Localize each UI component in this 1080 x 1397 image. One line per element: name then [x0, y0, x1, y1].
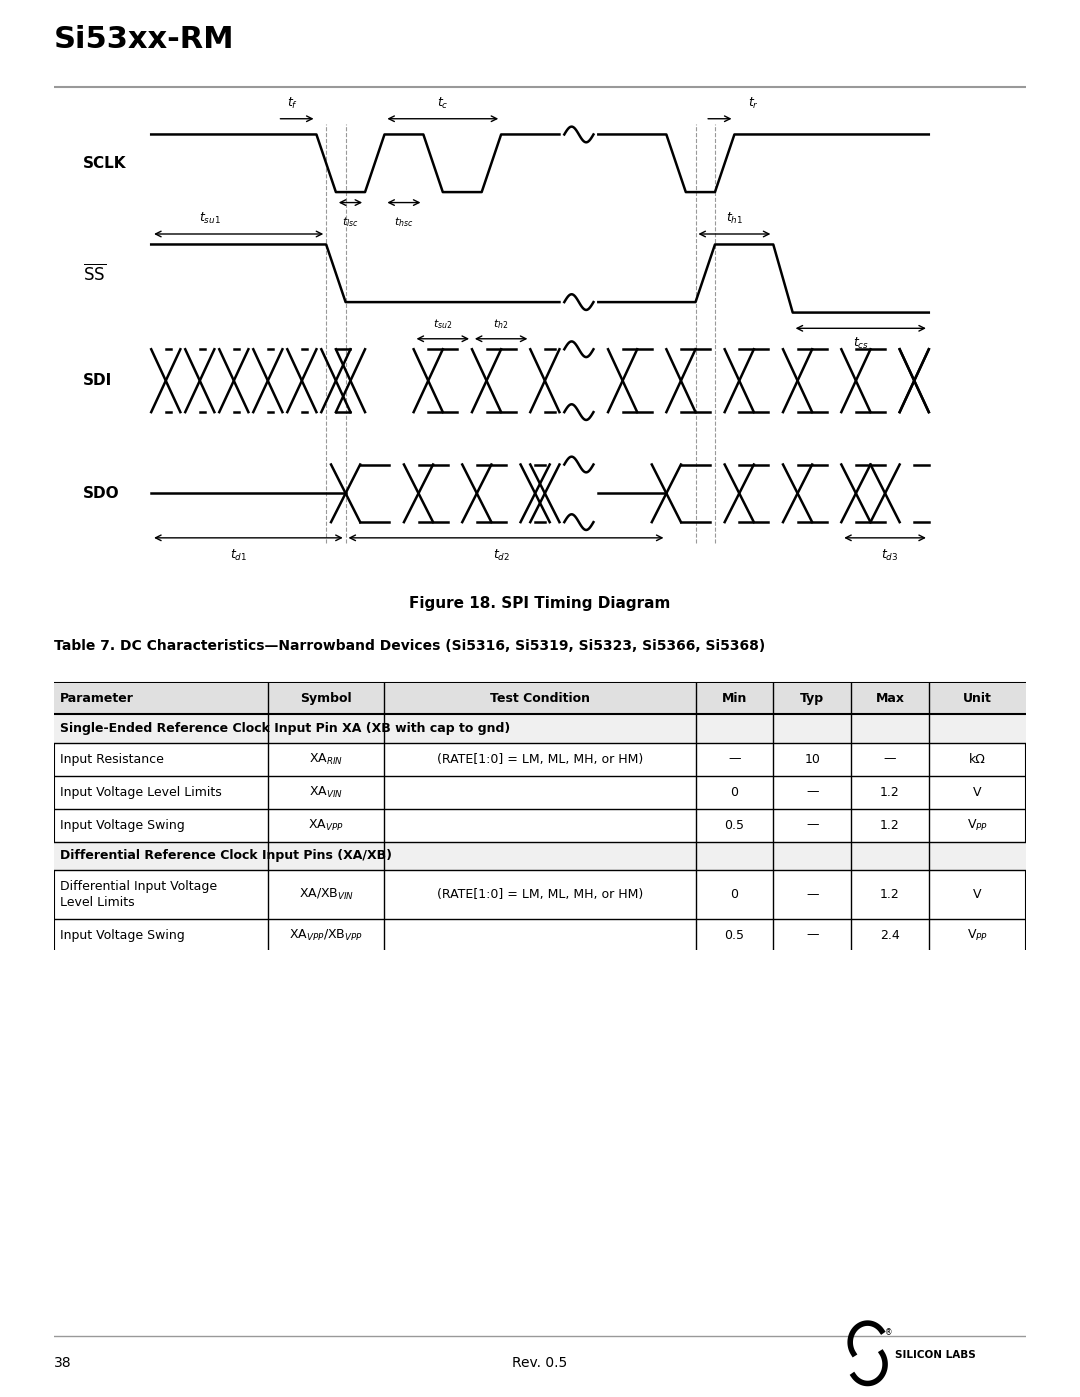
- Text: 2.4: 2.4: [880, 929, 900, 942]
- Text: $t_{h2}$: $t_{h2}$: [494, 317, 509, 331]
- Text: ®: ®: [885, 1329, 892, 1337]
- Text: Table 7. DC Characteristics—Narrowband Devices (Si5316, Si5319, Si5323, Si5366, : Table 7. DC Characteristics—Narrowband D…: [54, 638, 766, 652]
- Text: Figure 18. SPI Timing Diagram: Figure 18. SPI Timing Diagram: [409, 597, 671, 612]
- Text: —: —: [806, 785, 819, 799]
- Text: $t_f$: $t_f$: [286, 96, 298, 110]
- Text: 0: 0: [730, 887, 739, 901]
- Text: —: —: [883, 753, 896, 766]
- Text: (RATE[1:0] = LM, ML, MH, or HM): (RATE[1:0] = LM, ML, MH, or HM): [437, 887, 643, 901]
- Text: (RATE[1:0] = LM, ML, MH, or HM): (RATE[1:0] = LM, ML, MH, or HM): [437, 753, 643, 766]
- Text: $t_c$: $t_c$: [437, 96, 448, 110]
- Text: —: —: [806, 887, 819, 901]
- Text: $t_{d2}$: $t_{d2}$: [492, 549, 510, 563]
- Text: XA$_{VIN}$: XA$_{VIN}$: [309, 785, 343, 799]
- Text: $t_{su1}$: $t_{su1}$: [199, 211, 220, 226]
- Text: kΩ: kΩ: [969, 753, 986, 766]
- Text: Si53xx-RM: Si53xx-RM: [54, 25, 234, 54]
- Text: $t_{lsc}$: $t_{lsc}$: [342, 215, 359, 229]
- Text: $t_{d3}$: $t_{d3}$: [881, 549, 899, 563]
- Text: $\overline{\mathrm{SS}}$: $\overline{\mathrm{SS}}$: [83, 263, 106, 284]
- Text: XA$_{VPP}$/XB$_{VPP}$: XA$_{VPP}$/XB$_{VPP}$: [289, 928, 363, 943]
- Text: Test Condition: Test Condition: [490, 692, 590, 705]
- Text: Symbol: Symbol: [300, 692, 352, 705]
- Text: Max: Max: [876, 692, 904, 705]
- Text: Input Voltage Level Limits: Input Voltage Level Limits: [59, 785, 221, 799]
- Bar: [54, 714, 1026, 743]
- Text: Input Resistance: Input Resistance: [59, 753, 164, 766]
- Text: $t_{su2}$: $t_{su2}$: [433, 317, 453, 331]
- Bar: [54, 683, 1026, 714]
- Text: V: V: [973, 785, 982, 799]
- Text: Min: Min: [721, 692, 747, 705]
- Bar: [54, 841, 1026, 870]
- Text: SILICON LABS: SILICON LABS: [895, 1351, 976, 1361]
- Text: Rev. 0.5: Rev. 0.5: [512, 1356, 568, 1370]
- Text: Single-Ended Reference Clock Input Pin XA (XB with cap to gnd): Single-Ended Reference Clock Input Pin X…: [59, 722, 510, 735]
- Text: 10: 10: [805, 753, 820, 766]
- Text: Input Voltage Swing: Input Voltage Swing: [59, 819, 185, 831]
- Text: 1.2: 1.2: [880, 819, 900, 831]
- Text: XA/XB$_{VIN}$: XA/XB$_{VIN}$: [298, 887, 354, 901]
- Text: 1.2: 1.2: [880, 785, 900, 799]
- Text: V$_{PP}$: V$_{PP}$: [967, 928, 988, 943]
- Text: —: —: [728, 753, 741, 766]
- Text: Differential Input Voltage
Level Limits: Differential Input Voltage Level Limits: [59, 880, 217, 908]
- Text: —: —: [806, 929, 819, 942]
- Text: 0: 0: [730, 785, 739, 799]
- Text: Typ: Typ: [800, 692, 824, 705]
- Text: Parameter: Parameter: [59, 692, 134, 705]
- Text: SDI: SDI: [83, 373, 112, 388]
- Text: Input Voltage Swing: Input Voltage Swing: [59, 929, 185, 942]
- Text: $t_{hsc}$: $t_{hsc}$: [394, 215, 414, 229]
- Text: SCLK: SCLK: [83, 156, 126, 170]
- Text: Unit: Unit: [963, 692, 991, 705]
- Text: $t_r$: $t_r$: [748, 96, 759, 110]
- Text: 1.2: 1.2: [880, 887, 900, 901]
- Text: 0.5: 0.5: [725, 929, 744, 942]
- Text: 38: 38: [54, 1356, 71, 1370]
- Text: SDO: SDO: [83, 486, 120, 500]
- Text: V$_{PP}$: V$_{PP}$: [967, 817, 988, 833]
- Text: XA$_{VPP}$: XA$_{VPP}$: [308, 817, 345, 833]
- Bar: [54, 683, 1026, 951]
- Text: —: —: [806, 819, 819, 831]
- Text: $t_{d1}$: $t_{d1}$: [230, 549, 247, 563]
- Text: $t_{cs}$: $t_{cs}$: [853, 337, 868, 351]
- Text: Differential Reference Clock Input Pins (XA/XB): Differential Reference Clock Input Pins …: [59, 849, 392, 862]
- Text: V: V: [973, 887, 982, 901]
- Text: XA$_{RIN}$: XA$_{RIN}$: [309, 752, 343, 767]
- Text: $t_{h1}$: $t_{h1}$: [726, 211, 743, 226]
- Text: 0.5: 0.5: [725, 819, 744, 831]
